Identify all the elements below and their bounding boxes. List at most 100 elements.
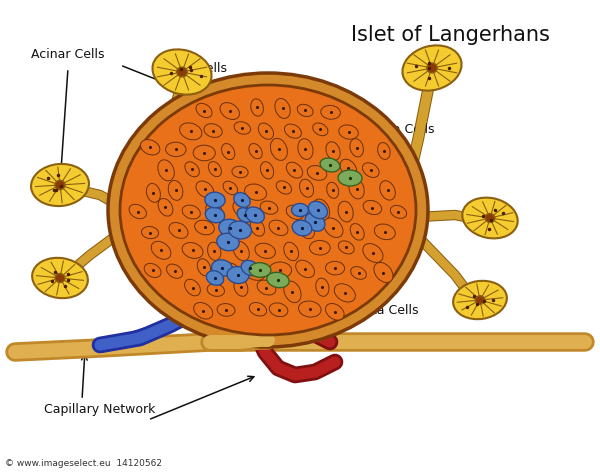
Ellipse shape [249,143,262,159]
Ellipse shape [217,233,239,251]
Ellipse shape [260,201,278,214]
Ellipse shape [241,260,259,276]
Ellipse shape [377,142,390,160]
Ellipse shape [211,260,233,276]
Ellipse shape [194,220,214,235]
Ellipse shape [245,184,266,200]
Ellipse shape [286,162,302,178]
Ellipse shape [338,170,362,186]
Ellipse shape [255,243,275,258]
Ellipse shape [391,205,407,218]
Ellipse shape [219,219,241,237]
Text: Alpha Cells: Alpha Cells [339,124,435,166]
Ellipse shape [374,224,395,240]
Ellipse shape [339,125,358,139]
Ellipse shape [194,303,213,319]
Ellipse shape [244,263,265,280]
Ellipse shape [152,49,212,95]
Ellipse shape [350,139,364,157]
Ellipse shape [32,258,88,298]
Ellipse shape [179,123,202,140]
Ellipse shape [168,180,183,200]
Ellipse shape [205,192,225,208]
Ellipse shape [204,124,222,137]
Ellipse shape [298,139,313,160]
Ellipse shape [208,162,221,177]
Ellipse shape [227,266,249,284]
Ellipse shape [144,264,161,277]
Ellipse shape [206,271,224,285]
Ellipse shape [298,220,314,238]
Ellipse shape [55,274,65,283]
Ellipse shape [196,104,212,118]
Ellipse shape [269,220,288,236]
Ellipse shape [286,205,304,219]
Ellipse shape [205,207,224,223]
Text: Islet of Langerhans: Islet of Langerhans [350,25,550,45]
Ellipse shape [166,142,186,157]
Ellipse shape [326,142,340,160]
Ellipse shape [167,264,183,278]
Ellipse shape [327,182,338,198]
Ellipse shape [169,222,188,238]
Ellipse shape [308,201,328,219]
Ellipse shape [196,181,214,198]
Ellipse shape [275,98,290,118]
Ellipse shape [297,104,313,116]
Ellipse shape [234,192,250,208]
Text: Beta Cells: Beta Cells [163,61,229,210]
Ellipse shape [269,303,288,317]
Ellipse shape [229,221,251,239]
Ellipse shape [321,105,340,119]
Ellipse shape [338,241,354,254]
Ellipse shape [129,204,146,218]
Ellipse shape [363,200,382,215]
Ellipse shape [185,279,200,296]
Ellipse shape [284,281,301,303]
Ellipse shape [485,213,495,222]
Text: Capillary Network: Capillary Network [44,403,155,417]
Ellipse shape [234,122,251,134]
Ellipse shape [185,162,199,177]
Ellipse shape [232,166,248,178]
Ellipse shape [249,263,271,277]
Ellipse shape [237,208,253,222]
Ellipse shape [207,284,224,296]
Ellipse shape [403,46,461,91]
Ellipse shape [334,284,355,302]
Text: Acinar Cells: Acinar Cells [31,48,105,61]
Ellipse shape [267,272,289,288]
Ellipse shape [307,166,327,180]
Ellipse shape [220,103,239,120]
Text: © www.imageselect.eu  14120562: © www.imageselect.eu 14120562 [5,459,162,468]
Ellipse shape [257,280,276,295]
Ellipse shape [462,198,518,238]
Ellipse shape [296,260,314,278]
Ellipse shape [140,140,160,155]
Ellipse shape [340,159,356,177]
Ellipse shape [292,220,312,236]
Ellipse shape [305,213,325,231]
Ellipse shape [217,304,235,316]
Ellipse shape [363,244,383,262]
Ellipse shape [251,99,263,116]
Ellipse shape [249,303,266,316]
Ellipse shape [325,261,344,275]
Ellipse shape [453,281,507,319]
Ellipse shape [284,124,301,138]
Ellipse shape [55,180,65,190]
Ellipse shape [108,73,428,347]
Ellipse shape [120,85,416,335]
Ellipse shape [193,145,215,161]
Ellipse shape [276,181,292,194]
Ellipse shape [177,67,187,77]
Ellipse shape [206,200,222,223]
Ellipse shape [350,266,367,279]
Ellipse shape [475,296,485,304]
Ellipse shape [316,278,329,296]
Ellipse shape [151,241,171,259]
Ellipse shape [269,262,292,278]
Ellipse shape [284,242,299,261]
Ellipse shape [182,205,200,219]
Ellipse shape [338,201,353,222]
